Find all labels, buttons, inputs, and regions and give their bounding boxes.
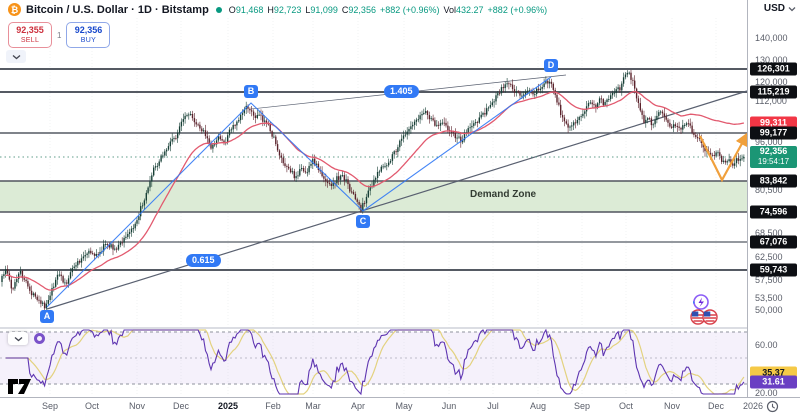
- indicator-controls: [8, 332, 45, 345]
- collapse-indicator-button[interactable]: [8, 332, 28, 345]
- exchange-label: Bitstamp: [161, 3, 209, 16]
- price-axis-label[interactable]: 31.61: [750, 375, 797, 389]
- horizontal-level-lines[interactable]: [0, 68, 747, 271]
- time-axis-label[interactable]: Feb: [265, 401, 281, 411]
- candlesticks: [1, 69, 745, 313]
- symbol-header: ₿ Bitcoin / U.S. Dollar · 1D · Bitstamp …: [8, 3, 547, 16]
- ohlc-values: O91,468 H92,723 L91,099 C92,356 +882 (+0…: [228, 4, 548, 15]
- time-axis-label[interactable]: Sep: [573, 401, 591, 411]
- chevron-down-icon: [12, 54, 20, 59]
- price-axis-label[interactable]: 92,356 19:54:17: [750, 146, 797, 168]
- time-axis-label[interactable]: Aug: [529, 401, 547, 411]
- price-axis-label[interactable]: 67,076: [750, 235, 797, 249]
- time-axis-label[interactable]: Nov: [128, 401, 146, 411]
- indicator-badge-icon[interactable]: [34, 333, 45, 344]
- price-axis-tick: 68,500: [755, 228, 783, 238]
- price-axis-label[interactable]: 115,219: [750, 85, 797, 99]
- fib-level-label[interactable]: 1.405: [384, 85, 419, 98]
- price-axis-tick: 112,000: [755, 96, 787, 106]
- flags-sticker-icon[interactable]: [690, 309, 718, 325]
- price-axis-tick: 140,000: [755, 33, 788, 43]
- time-axis-label[interactable]: 2025: [217, 401, 239, 411]
- time-axis-label[interactable]: Mar: [305, 401, 321, 411]
- currency-selector[interactable]: USD: [764, 3, 796, 14]
- price-axis-tick: 130,000: [755, 55, 788, 65]
- price-axis-label[interactable]: 59,743: [750, 263, 797, 277]
- time-axis-label[interactable]: Nov: [663, 401, 681, 411]
- price-axis[interactable]: 140,000 130,000 120,000 112,000 96,000 80,500…: [747, 0, 800, 398]
- change-value: +882 (+0.96%): [379, 4, 440, 15]
- time-axis-label[interactable]: Oct: [84, 401, 100, 411]
- time-axis-label[interactable]: 2026: [742, 401, 764, 411]
- price-axis-label[interactable]: 99,177: [750, 126, 797, 140]
- time-axis-label[interactable]: Dec: [707, 401, 725, 411]
- price-axis-tick: 20.00: [755, 388, 778, 398]
- interval-label: 1D: [137, 3, 152, 16]
- trade-panel: 92,355 SELL 1 92,356 BUY: [8, 22, 111, 48]
- time-axis-label[interactable]: Dec: [172, 401, 190, 411]
- time-axis-label[interactable]: Sep: [41, 401, 59, 411]
- price-axis-tick: 62,500: [755, 252, 783, 262]
- pattern-point-c[interactable]: C: [356, 215, 370, 228]
- price-axis-tick: 57,500: [755, 275, 783, 285]
- price-axis-tick: 50,000: [755, 305, 783, 315]
- pattern-point-d[interactable]: D: [544, 59, 558, 72]
- timezone-clock-icon[interactable]: [766, 400, 779, 413]
- buy-button[interactable]: 92,356 BUY: [66, 22, 111, 48]
- time-axis-label[interactable]: May: [395, 401, 413, 411]
- price-axis-label[interactable]: 74,596: [750, 205, 797, 219]
- time-axis[interactable]: AugSepOctNovDec2025FebMarAprMayJunJulAug…: [0, 397, 800, 414]
- moving-average-line[interactable]: [5, 90, 745, 291]
- price-axis-tick: 120,000: [755, 77, 788, 87]
- vol-change-value: +882 (+0.96%): [487, 4, 548, 15]
- tradingview-logo[interactable]: [7, 377, 33, 395]
- bitcoin-icon: ₿: [8, 3, 21, 16]
- time-axis-label[interactable]: Apr: [350, 401, 366, 411]
- price-axis-label[interactable]: 99,311: [750, 116, 797, 130]
- demand-zone-label[interactable]: Demand Zone: [470, 189, 537, 200]
- time-axis-label[interactable]: Oct: [618, 401, 634, 411]
- sell-button[interactable]: 92,355 SELL: [8, 22, 52, 48]
- chart-stickers[interactable]: [686, 293, 726, 325]
- price-axis-tick: 96,000: [755, 137, 783, 147]
- price-axis-label[interactable]: 126,301: [750, 62, 797, 76]
- price-axis-tick: 53,500: [755, 293, 783, 303]
- lightning-sticker-icon[interactable]: [693, 294, 709, 310]
- time-axis-label[interactable]: Jul: [487, 401, 499, 411]
- rsi-pane[interactable]: [0, 328, 747, 396]
- price-axis-label[interactable]: 83,842: [750, 174, 797, 188]
- market-status-icon[interactable]: [215, 6, 222, 13]
- collapse-trade-panel-button[interactable]: [6, 50, 26, 63]
- price-axis-tick: 60.00: [755, 340, 778, 350]
- pattern-point-b[interactable]: B: [244, 85, 258, 98]
- chevron-down-icon: [788, 6, 796, 11]
- fib-level-label[interactable]: 0.615: [186, 254, 221, 267]
- time-axis-label[interactable]: Jun: [441, 401, 457, 411]
- pattern-point-a[interactable]: A: [40, 310, 54, 323]
- spread-value: 1: [56, 30, 63, 40]
- chevron-down-icon: [14, 336, 22, 341]
- price-axis-tick: 80,500: [755, 185, 783, 195]
- forecast-arrow[interactable]: [699, 131, 749, 183]
- symbol-title[interactable]: Bitcoin / U.S. Dollar · 1D · Bitstamp: [26, 3, 209, 16]
- abcd-pattern-lines[interactable]: [46, 76, 552, 308]
